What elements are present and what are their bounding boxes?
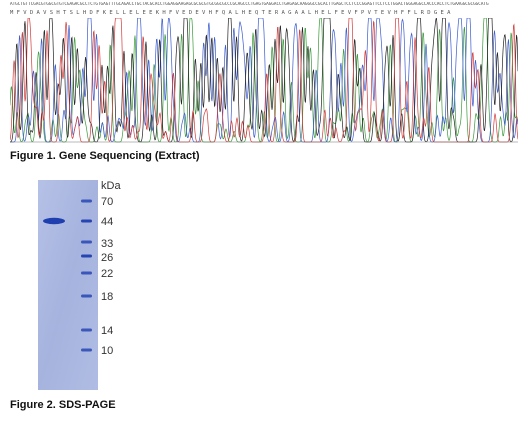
figure2-caption: Figure 2. SDS-PAGE — [10, 399, 116, 411]
ladder-band-10 — [81, 348, 92, 352]
ladder-label-26: 26 — [101, 252, 114, 264]
sequencing-chromatogram — [10, 18, 518, 143]
ladder-label-33: 33 — [101, 238, 114, 250]
ladder-label-14: 14 — [101, 325, 114, 337]
ladder-band-26 — [81, 254, 92, 258]
ladder-band-33 — [81, 240, 92, 244]
ladder-label-18: 18 — [101, 291, 114, 303]
ladder-label-70: 70 — [101, 196, 114, 208]
ladder-band-22 — [81, 271, 92, 275]
kda-unit-label: kDa — [101, 180, 121, 192]
ladder-label-22: 22 — [101, 268, 114, 280]
gel-background — [38, 180, 98, 390]
figure1-caption: Figure 1. Gene Sequencing (Extract) — [10, 150, 200, 162]
ladder-label-44: 44 — [101, 216, 114, 228]
ladder-band-18 — [81, 294, 92, 298]
trace-a — [10, 18, 518, 143]
sample-band — [43, 217, 65, 225]
trace-g — [10, 18, 518, 143]
nucleotide-sequence: ATGCTGTTCGACGTGGCGTGTCGAGACGCCTCTGTGAGTT… — [10, 2, 489, 7]
trace-t — [10, 18, 518, 143]
ladder-band-44 — [81, 219, 92, 223]
amino-acid-sequence: M F V D A V S H T S L H D F K E L L E L … — [10, 10, 451, 16]
ladder-band-70 — [81, 199, 92, 203]
ladder-label-10: 10 — [101, 345, 114, 357]
sds-page-gel — [38, 180, 98, 390]
ladder-band-14 — [81, 328, 92, 332]
